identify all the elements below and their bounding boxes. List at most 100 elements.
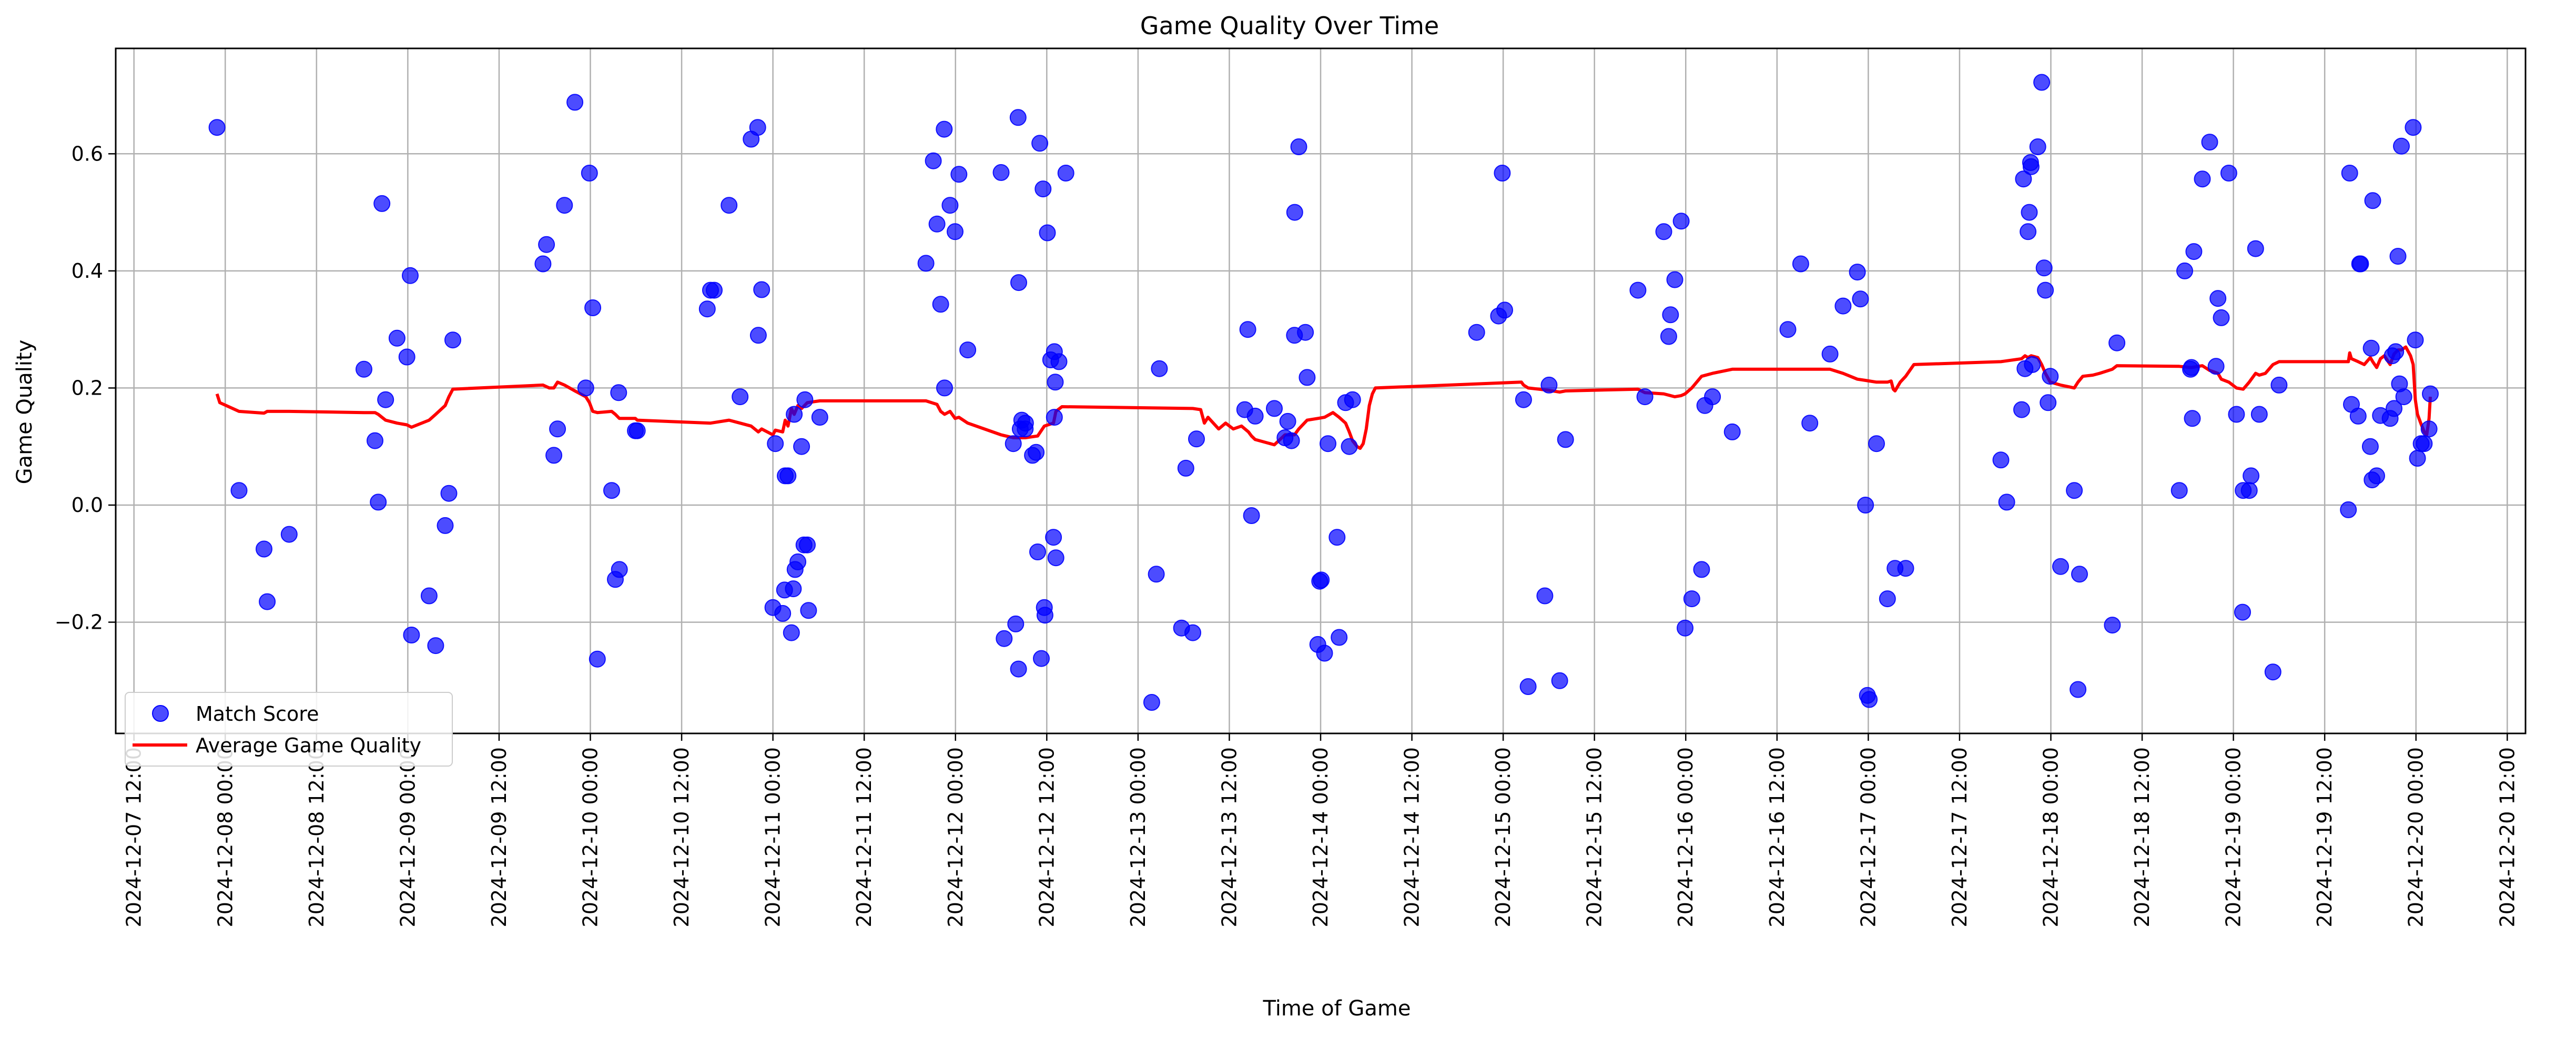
match-score-point [377, 391, 394, 408]
match-score-point [2341, 165, 2358, 182]
match-score-point [603, 482, 620, 499]
legend-marker-match-score [152, 705, 169, 722]
legend-box [125, 692, 453, 767]
x-tick-label: 2024-12-18 12:00 [2131, 747, 2154, 927]
match-score-point [698, 300, 716, 318]
x-tick-label: 2024-12-12 00:00 [944, 747, 967, 927]
match-score-point [1283, 432, 1300, 449]
match-score-point [779, 467, 797, 485]
match-score-point [2021, 204, 2038, 221]
match-score-point [1320, 435, 1336, 452]
match-score-point [783, 624, 800, 641]
match-score-point [1792, 255, 1809, 273]
match-score-point [1693, 561, 1710, 578]
x-tick-label: 2024-12-14 12:00 [1401, 747, 1424, 927]
match-score-point [1050, 353, 1068, 370]
match-score-point [2250, 406, 2268, 423]
scatter-series-layer [208, 74, 2439, 711]
match-score-point [1677, 619, 1693, 637]
match-score-point [556, 197, 573, 214]
match-score-point [208, 119, 226, 136]
legend-label-average-quality: Average Game Quality [196, 734, 421, 757]
match-score-point [2183, 359, 2200, 376]
match-score-point [753, 281, 770, 298]
match-score-point [534, 255, 552, 273]
match-score-point [2416, 435, 2433, 452]
match-score-point [1515, 391, 1532, 408]
match-score-point [732, 388, 749, 406]
match-score-point [403, 627, 420, 643]
x-tick-label: 2024-12-20 12:00 [2496, 747, 2519, 927]
match-score-point [1046, 409, 1063, 426]
match-score-point [1047, 549, 1064, 567]
match-score-point [2422, 385, 2439, 402]
y-axis-title: Game Quality [13, 340, 37, 485]
match-score-point [2393, 137, 2410, 155]
x-tick-label: 2024-12-11 00:00 [762, 747, 785, 927]
match-score-point [2395, 388, 2412, 406]
match-score-point [1007, 615, 1025, 632]
match-score-point [1143, 694, 1160, 711]
match-score-point [811, 409, 828, 426]
y-tick-label: 0.0 [72, 494, 103, 517]
match-score-point [2024, 356, 2041, 373]
match-score-point [2104, 617, 2121, 634]
match-score-point [2042, 368, 2059, 385]
match-score-point [2040, 394, 2057, 411]
x-tick-label: 2024-12-08 12:00 [305, 747, 328, 927]
match-score-point [1660, 328, 1677, 345]
match-score-point [566, 94, 584, 111]
match-score-point [2352, 255, 2369, 273]
match-score-point [1704, 388, 1721, 406]
match-score-point [1010, 274, 1027, 291]
x-tick-label: 2024-12-10 00:00 [579, 747, 602, 927]
match-score-point [1857, 497, 1874, 514]
match-score-point [545, 447, 563, 464]
match-score-point [1341, 438, 1358, 455]
match-score-point [1316, 645, 1333, 662]
match-score-point [2361, 438, 2379, 455]
match-score-point [1662, 306, 1679, 324]
match-score-point [959, 341, 977, 359]
match-score-point [2033, 74, 2051, 91]
match-score-point [1897, 560, 1914, 577]
match-score-point [1033, 650, 1050, 667]
match-score-point [1047, 374, 1064, 391]
x-tick-label: 2024-12-20 00:00 [2405, 747, 2428, 927]
match-score-point [1177, 459, 1194, 477]
match-score-point [1005, 435, 1022, 452]
match-score-point [2362, 339, 2380, 357]
match-score-point [2108, 334, 2126, 351]
y-tick-label: 0.2 [72, 376, 103, 399]
match-score-point [280, 526, 298, 543]
match-score-point [437, 517, 454, 534]
match-score-point [2368, 467, 2385, 485]
match-score-point [1683, 590, 1700, 608]
match-score-point [1243, 507, 1260, 524]
match-score-point [2035, 259, 2053, 277]
match-score-point [611, 561, 628, 578]
match-score-point [581, 165, 598, 182]
match-score-point [2052, 558, 2069, 575]
match-score-point [1723, 423, 1741, 440]
match-score-point [2420, 420, 2438, 438]
x-tick-label: 2024-12-11 12:00 [853, 747, 876, 927]
match-score-point [1666, 271, 1683, 288]
x-tick-label: 2024-12-12 12:00 [1035, 747, 1058, 927]
match-score-point [2037, 281, 2054, 299]
match-score-point [1328, 529, 1346, 546]
match-score-point [1036, 607, 1053, 624]
match-score-point [2194, 170, 2211, 188]
match-score-point [2387, 343, 2405, 360]
match-score-point [549, 420, 566, 438]
match-score-point [2207, 358, 2225, 375]
x-tick-label: 2024-12-17 00:00 [1857, 747, 1880, 927]
match-score-point [356, 360, 372, 378]
match-score-point [1028, 444, 1045, 461]
match-score-point [1468, 324, 1485, 341]
match-score-point [2228, 406, 2245, 423]
match-score-point [1496, 301, 1513, 319]
match-score-point [800, 602, 817, 619]
match-score-point [2185, 243, 2203, 260]
match-score-point [2364, 192, 2381, 209]
